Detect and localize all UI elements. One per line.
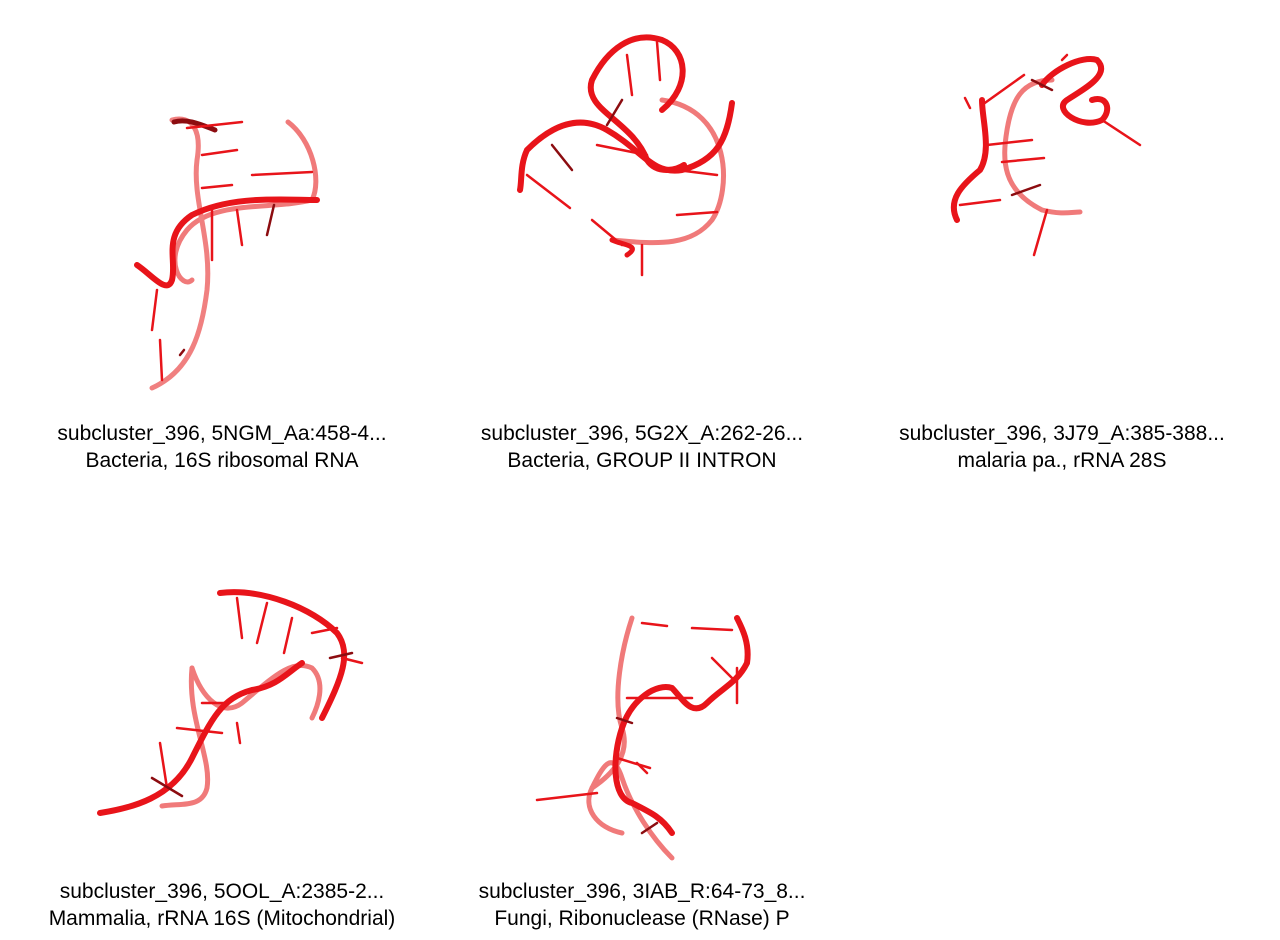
panel-5-title: subcluster_396, 3IAB_R:64-73_8... [478,880,806,903]
structure-panel-1: subcluster_396, 5NGM_Aa:458-4... Bacteri… [12,0,432,472]
panel-3-title: subcluster_396, 3J79_A:385-388... [899,422,1225,445]
panel-5-subtitle: Fungi, Ribonuclease (RNase) P [494,907,790,930]
structure-panel-5: subcluster_396, 3IAB_R:64-73_8... Fungi,… [432,458,852,930]
structure-panel-4: subcluster_396, 5OOL_A:2385-2... Mammali… [12,458,432,930]
panel-2-title: subcluster_396, 5G2X_A:262-26... [480,422,804,445]
rna-structure-image-4 [97,589,364,816]
panel-4-subtitle: Mammalia, rRNA 16S (Mitochondrial) [48,907,396,930]
rna-structure-image-5 [535,615,751,861]
panel-1-subtitle: Bacteria, 16S ribosomal RNA [85,449,359,472]
panel-4-title: subcluster_396, 5OOL_A:2385-2... [59,880,385,903]
panel-3-subtitle: malaria pa., rRNA 28S [957,449,1167,472]
panel-1-title: subcluster_396, 5NGM_Aa:458-4... [57,422,387,445]
rna-structure-image-1 [134,116,320,391]
rna-structure-image-3 [950,53,1142,257]
panel-2-subtitle: Bacteria, GROUP II INTRON [507,449,777,472]
rna-structure-image-2 [517,34,735,277]
structure-panel-2: subcluster_396, 5G2X_A:262-26... Bacteri… [432,0,852,472]
structure-panel-3: subcluster_396, 3J79_A:385-388... malari… [852,0,1272,472]
